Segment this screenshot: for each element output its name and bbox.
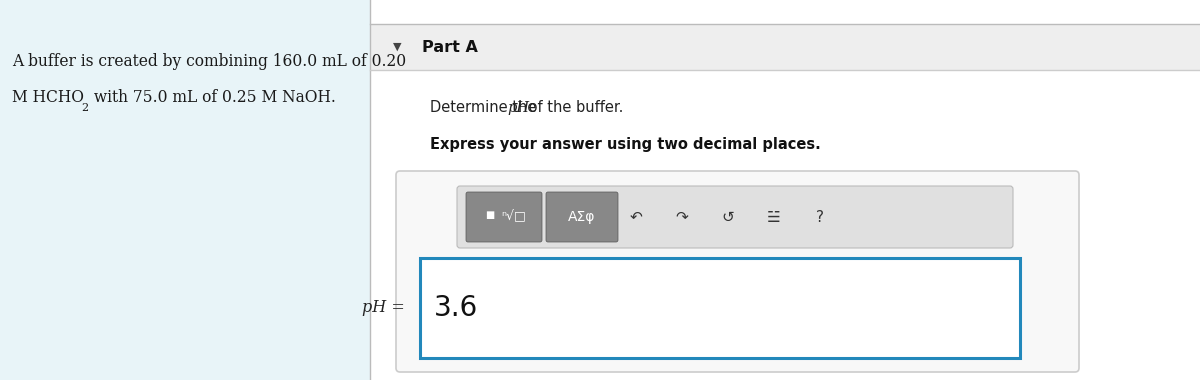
Text: A buffer is created by combining 160.0 mL of 0.20: A buffer is created by combining 160.0 m…: [12, 53, 406, 70]
FancyBboxPatch shape: [396, 171, 1079, 372]
Text: M HCHO: M HCHO: [12, 89, 84, 106]
Text: ΑΣφ: ΑΣφ: [569, 210, 595, 224]
Text: ☱: ☱: [767, 209, 781, 225]
Text: ↶: ↶: [630, 209, 642, 225]
Text: 2: 2: [82, 103, 88, 113]
Text: ⁿ√□: ⁿ√□: [502, 211, 527, 223]
Text: Part A: Part A: [421, 40, 478, 54]
Bar: [370, 24, 1200, 70]
Text: Determine the: Determine the: [430, 100, 541, 115]
Text: ■: ■: [485, 210, 494, 220]
Text: pH =: pH =: [362, 299, 404, 317]
Text: with 75.0 mL of 0.25 M NaOH.: with 75.0 mL of 0.25 M NaOH.: [89, 89, 336, 106]
Text: ↷: ↷: [676, 209, 689, 225]
Text: Express your answer using two decimal places.: Express your answer using two decimal pl…: [430, 137, 821, 152]
Text: ▼: ▼: [394, 42, 402, 52]
Bar: [420, 258, 1020, 358]
Text: pH: pH: [508, 101, 529, 115]
FancyBboxPatch shape: [546, 192, 618, 242]
Text: of the buffer.: of the buffer.: [523, 100, 623, 115]
FancyBboxPatch shape: [457, 186, 1013, 248]
Text: ?: ?: [816, 209, 824, 225]
Text: 3.6: 3.6: [434, 294, 479, 322]
FancyBboxPatch shape: [466, 192, 542, 242]
Bar: [0, 0, 370, 380]
Text: ↺: ↺: [721, 209, 734, 225]
